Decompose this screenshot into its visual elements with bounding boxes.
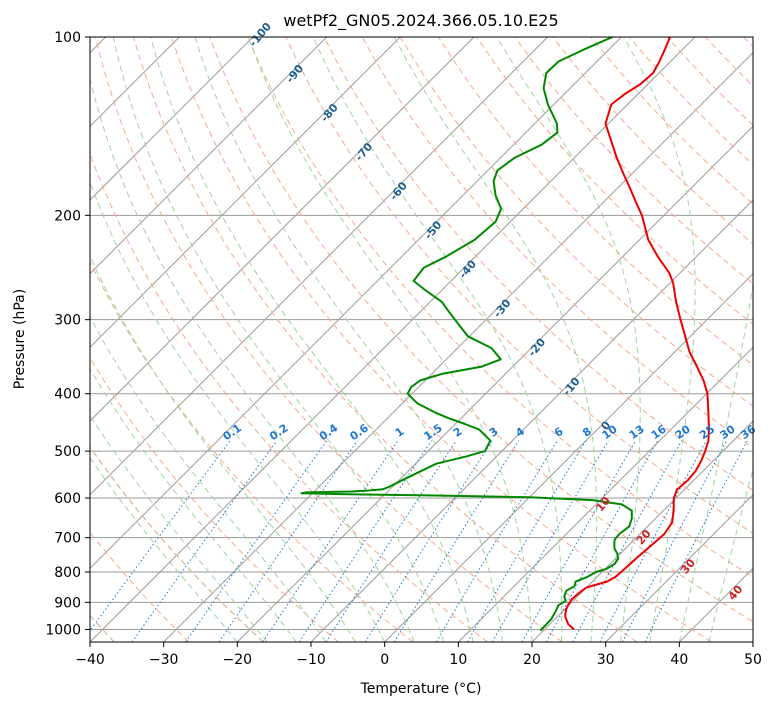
plot-background — [90, 37, 753, 642]
y-tick-label: 900 — [54, 595, 81, 611]
x-tick-label: −40 — [75, 652, 105, 668]
x-tick-label: 40 — [670, 652, 688, 668]
y-tick-label: 400 — [54, 387, 81, 403]
x-tick-label: 20 — [523, 652, 541, 668]
chart-title: wetPf2_GN05.2024.366.05.10.E25 — [283, 11, 558, 31]
x-tick-label: −10 — [296, 652, 326, 668]
x-tick-label: 30 — [597, 652, 615, 668]
y-tick-label: 300 — [54, 313, 81, 329]
isotherm-gridline — [753, 37, 775, 642]
x-tick-label: −20 — [223, 652, 253, 668]
y-tick-label: 800 — [54, 565, 81, 581]
x-tick-label: 0 — [380, 652, 389, 668]
y-axis-title: Pressure (hPa) — [12, 289, 28, 389]
y-tick-label: 600 — [54, 491, 81, 507]
y-tick-label: 1000 — [45, 622, 81, 638]
x-tick-label: 50 — [744, 652, 762, 668]
y-tick-label: 100 — [54, 30, 81, 46]
x-tick-label: −30 — [149, 652, 179, 668]
x-tick-label: 10 — [449, 652, 467, 668]
x-axis-title: Temperature (°C) — [360, 681, 482, 697]
y-tick-label: 700 — [54, 531, 81, 547]
y-tick-label: 200 — [54, 208, 81, 224]
y-tick-label: 500 — [54, 444, 81, 460]
